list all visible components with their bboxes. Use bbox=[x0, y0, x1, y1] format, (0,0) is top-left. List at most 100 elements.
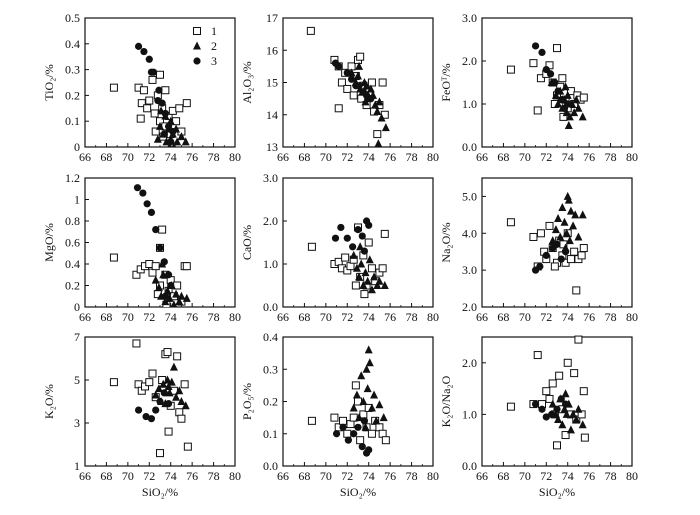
point-series-1 bbox=[145, 378, 154, 387]
point-series-1 bbox=[156, 449, 164, 458]
y-axis-label: Na₂O/% bbox=[439, 222, 453, 262]
points-group bbox=[307, 345, 390, 457]
point-series-3 bbox=[531, 400, 540, 408]
point-series-3 bbox=[557, 255, 565, 263]
point-series-3 bbox=[557, 395, 565, 403]
point-series-2 bbox=[361, 422, 370, 431]
point-series-3 bbox=[365, 221, 373, 229]
x-tick-label: 76 bbox=[186, 310, 198, 324]
point-series-1 bbox=[148, 75, 157, 84]
y-tick-label: 5.0 bbox=[462, 189, 477, 203]
points-group bbox=[306, 26, 390, 147]
x-tick-label: 76 bbox=[384, 469, 396, 483]
x-tick-label: 68 bbox=[497, 469, 509, 483]
point-series-3 bbox=[167, 281, 175, 290]
point-series-2 bbox=[363, 276, 372, 285]
point-series-2 bbox=[177, 291, 186, 300]
y-tick-label: 1.0 bbox=[462, 407, 477, 421]
point-series-1 bbox=[506, 218, 515, 227]
point-series-1 bbox=[356, 436, 365, 445]
panel-4: 66 68 70 72 74 76 78 80 0 0.2 0.4 0.6 0.8 1 1.2 MgO/% bbox=[42, 171, 241, 324]
x-tick-label: 76 bbox=[583, 150, 595, 164]
x-tick-label: 78 bbox=[406, 310, 418, 324]
point-series-3 bbox=[365, 446, 373, 454]
x-tick-label: 78 bbox=[208, 310, 220, 324]
x-tick-label: 66 bbox=[79, 469, 91, 483]
point-series-3 bbox=[354, 423, 362, 431]
point-series-2 bbox=[375, 97, 384, 106]
x-tick-label: 72 bbox=[540, 310, 552, 324]
point-series-3 bbox=[561, 248, 570, 256]
y-tick-label: 0.4 bbox=[65, 37, 80, 51]
point-series-2 bbox=[380, 281, 389, 289]
y-tick-label: 2.0 bbox=[462, 300, 477, 314]
point-series-2 bbox=[164, 381, 173, 390]
point-series-3 bbox=[358, 232, 366, 240]
point-series-1 bbox=[529, 59, 538, 68]
point-series-2 bbox=[364, 345, 373, 354]
point-series-1 bbox=[550, 262, 559, 271]
point-series-2 bbox=[173, 137, 182, 146]
point-series-3 bbox=[354, 226, 362, 234]
x-tick-label: 76 bbox=[583, 310, 595, 324]
y-tick-label: 3.0 bbox=[462, 263, 477, 277]
point-series-1 bbox=[574, 335, 583, 344]
y-tick-label: 4.0 bbox=[462, 226, 477, 240]
x-tick-label: 66 bbox=[277, 310, 289, 324]
point-series-2 bbox=[182, 293, 191, 302]
point-series-3 bbox=[134, 42, 143, 50]
point-series-3 bbox=[169, 127, 177, 136]
x-tick-label: 78 bbox=[605, 310, 617, 324]
point-series-2 bbox=[169, 362, 178, 371]
point-series-1 bbox=[307, 416, 316, 425]
y-tick-label: 1.0 bbox=[462, 97, 477, 111]
point-series-3 bbox=[551, 78, 559, 87]
point-series-1 bbox=[132, 270, 141, 279]
point-series-2 bbox=[554, 99, 563, 108]
y-tick-label: 16 bbox=[266, 43, 278, 57]
point-series-2 bbox=[163, 375, 172, 384]
point-series-3 bbox=[343, 69, 351, 77]
y-tick-label: 3.0 bbox=[263, 171, 278, 185]
point-series-3 bbox=[331, 234, 340, 242]
x-tick-label: 78 bbox=[208, 469, 220, 483]
point-series-2 bbox=[181, 137, 190, 146]
point-series-2 bbox=[165, 293, 174, 302]
x-axis-label: SiO₂/% bbox=[142, 485, 178, 499]
legend: 123 bbox=[193, 24, 217, 68]
point-series-3 bbox=[167, 138, 175, 146]
point-series-2 bbox=[572, 415, 581, 424]
point-series-2 bbox=[554, 214, 563, 223]
legend-label: 1 bbox=[211, 24, 217, 38]
point-series-3 bbox=[536, 262, 544, 271]
point-series-1 bbox=[349, 91, 358, 100]
point-series-1 bbox=[139, 86, 148, 95]
point-series-1 bbox=[182, 262, 191, 271]
point-series-3 bbox=[557, 96, 565, 104]
point-series-3 bbox=[155, 86, 163, 94]
y-tick-label: 7 bbox=[74, 330, 80, 344]
point-series-2 bbox=[551, 90, 560, 99]
y-tick-label: 0.0 bbox=[462, 140, 477, 154]
point-series-3 bbox=[538, 405, 546, 413]
point-series-2 bbox=[167, 377, 176, 386]
point-series-3 bbox=[161, 109, 169, 118]
y-tick-label: 0.0 bbox=[462, 459, 477, 473]
point-series-1 bbox=[555, 371, 564, 380]
point-series-2 bbox=[558, 202, 567, 211]
y-tick-label: 0.3 bbox=[263, 362, 278, 376]
points-group bbox=[506, 42, 588, 129]
y-tick-label: 0.2 bbox=[263, 395, 278, 409]
point-series-3 bbox=[140, 47, 148, 56]
point-series-1 bbox=[158, 225, 167, 234]
point-series-2 bbox=[562, 409, 571, 418]
point-series-2 bbox=[354, 71, 362, 80]
point-series-3 bbox=[160, 258, 168, 266]
point-series-2 bbox=[566, 206, 575, 215]
point-series-1 bbox=[132, 339, 141, 348]
point-series-2 bbox=[367, 285, 376, 294]
y-tick-label: 1 bbox=[74, 459, 80, 473]
point-series-3 bbox=[367, 95, 375, 103]
point-series-1 bbox=[579, 387, 588, 396]
